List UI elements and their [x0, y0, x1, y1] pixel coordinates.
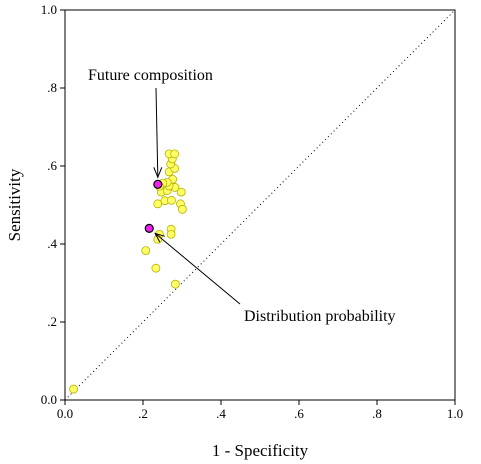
data-point — [170, 279, 180, 289]
arrow-head — [153, 167, 163, 179]
annotation-label: Future composition — [88, 67, 213, 84]
y-axis-title: Sensitivity — [5, 168, 24, 241]
x-tick-label: .8 — [372, 406, 382, 421]
x-tick-label: 1.0 — [447, 406, 463, 421]
annotation-arrow — [154, 233, 241, 305]
y-tick-label: .8 — [47, 80, 57, 95]
data-points — [69, 149, 187, 394]
y-tick-label: 0.0 — [41, 392, 57, 407]
x-tick-label: .2 — [138, 406, 148, 421]
x-tick-label: .4 — [216, 406, 226, 421]
data-point — [141, 246, 151, 256]
x-tick-label: .6 — [294, 406, 304, 421]
data-point — [69, 384, 78, 394]
x-tick-label: 0.0 — [57, 406, 73, 421]
y-tick-label: 1.0 — [41, 2, 57, 17]
plot-area — [64, 9, 456, 401]
data-point — [166, 229, 176, 239]
axis-ticks: 0.0 .2 .4 .6 .8 1.0 0.0 .2 .4 .6 .8 1.0 — [41, 2, 463, 421]
y-tick-label: .6 — [47, 158, 57, 173]
annotation-label: Distribution probability — [244, 308, 396, 325]
data-point — [177, 204, 187, 214]
highlight-point — [153, 179, 163, 189]
x-axis-title: 1 - Specificity — [212, 441, 309, 460]
data-point — [170, 149, 179, 159]
y-tick-label: .4 — [47, 236, 57, 251]
annotation-arrow — [155, 87, 159, 178]
data-point — [151, 263, 161, 273]
highlight-point — [144, 223, 154, 233]
data-point — [167, 195, 176, 205]
annotations: Future composition Distribution probabili… — [88, 67, 396, 325]
y-tick-label: .2 — [47, 314, 57, 329]
arrow-head — [154, 232, 165, 243]
data-point — [176, 187, 186, 197]
